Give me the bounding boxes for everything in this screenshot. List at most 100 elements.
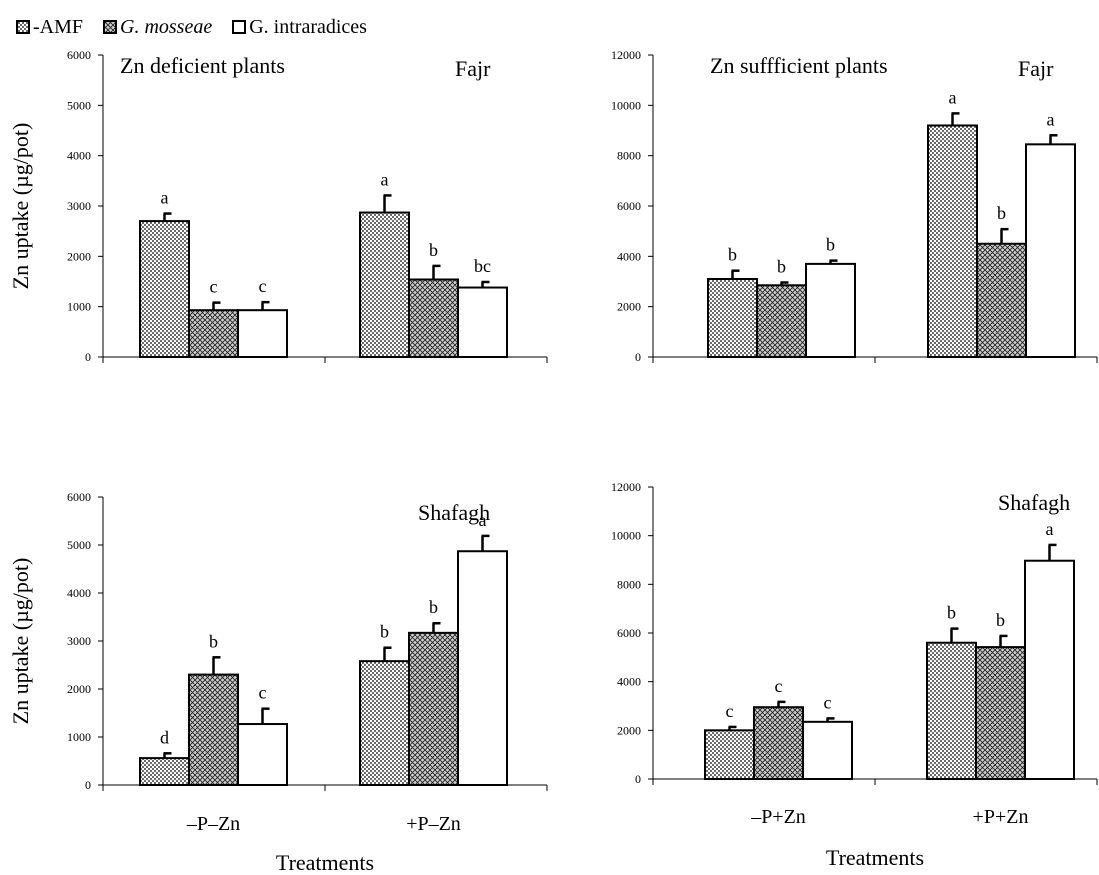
bar: [926, 641, 977, 780]
bar: [237, 723, 288, 786]
bar: [188, 673, 239, 786]
y-tick-label: 0: [85, 778, 91, 792]
significance-letter: b: [429, 597, 438, 617]
y-tick-label: 5000: [67, 98, 91, 112]
significance-letter: c: [210, 277, 218, 297]
significance-letter: b: [728, 245, 737, 265]
y-tick-label: 5000: [67, 538, 91, 552]
bar: [139, 220, 190, 358]
y-tick-label: 0: [635, 772, 641, 786]
bar: [1025, 143, 1076, 358]
significance-letter: b: [997, 203, 1006, 223]
significance-letter: a: [1046, 519, 1054, 539]
category-label: +P–Zn: [406, 813, 461, 835]
significance-letter: a: [161, 188, 169, 208]
legend-label: -AMF: [33, 15, 84, 38]
y-axis-title: Zn uptake (µg/pot): [8, 558, 33, 725]
legend-label: G. mosseae: [120, 15, 213, 38]
bar: [188, 309, 239, 359]
bar: [1024, 559, 1075, 780]
y-axis-title: Zn uptake (µg/pot): [8, 123, 33, 290]
y-tick-label: 6000: [617, 626, 641, 640]
cultivar-label: Fajr: [1018, 56, 1054, 81]
significance-letter: b: [826, 235, 835, 255]
significance-letter: a: [381, 169, 389, 189]
bar: [359, 211, 410, 358]
cultivar-label: Shafagh: [418, 500, 490, 525]
legend-swatch: [103, 20, 118, 34]
y-tick-label: 3000: [67, 634, 91, 648]
y-tick-label: 6000: [617, 199, 641, 213]
y-tick-label: 4000: [617, 675, 641, 689]
x-axis-title: Treatments: [826, 845, 924, 870]
y-tick-label: 0: [635, 350, 641, 364]
chart-panel: 0 2000 4000 6000 8000 10000 12000 b a b b b a Zn suff…: [611, 48, 1098, 364]
bar: [457, 550, 508, 786]
category-label: –P+Zn: [750, 806, 806, 828]
y-tick-label: 6000: [67, 48, 91, 62]
bar: [756, 284, 807, 358]
y-tick-label: 3000: [67, 199, 91, 213]
x-axis-title: Treatments: [276, 850, 374, 875]
bar: [408, 278, 459, 358]
cultivar-label: Fajr: [455, 56, 491, 81]
chart-panel: 0 2000 4000 6000 8000 10000 12000 c b c b c a Shafagh…: [611, 480, 1098, 870]
legend-item: G. mosseae: [103, 16, 212, 39]
y-tick-label: 0: [85, 350, 91, 364]
legend-label: G. intraradices: [249, 15, 367, 38]
bar: [237, 309, 288, 359]
bar: [975, 646, 1026, 781]
bar: [753, 706, 804, 781]
y-tick-label: 10000: [611, 529, 641, 543]
significance-letter: c: [824, 692, 832, 712]
significance-letter: d: [160, 727, 169, 747]
legend-item: G. intraradices: [232, 16, 367, 39]
y-tick-label: 4000: [67, 586, 91, 600]
bar: [139, 757, 190, 786]
legend-swatch: [16, 20, 30, 34]
significance-letter: b: [947, 603, 956, 623]
y-tick-label: 6000: [67, 490, 91, 504]
significance-letter: a: [949, 87, 957, 107]
bar: [805, 262, 856, 358]
significance-letter: b: [429, 240, 438, 260]
significance-letter: c: [775, 676, 783, 696]
y-tick-label: 8000: [617, 577, 641, 591]
significance-letter: b: [209, 631, 218, 651]
y-tick-label: 4000: [67, 149, 91, 163]
category-label: +P+Zn: [973, 806, 1029, 828]
significance-letter: c: [259, 276, 267, 296]
bar: [408, 631, 459, 787]
bar: [707, 277, 758, 359]
significance-letter: bc: [474, 256, 491, 276]
panel-title: Zn suffficient plants: [710, 53, 888, 78]
category-label: –P–Zn: [186, 813, 240, 835]
y-tick-label: 2000: [617, 300, 641, 314]
bar: [976, 242, 1027, 358]
y-tick-label: 1000: [67, 730, 91, 744]
y-tick-label: 8000: [617, 149, 641, 163]
legend-swatch: [232, 20, 247, 34]
y-tick-label: 1000: [67, 300, 91, 314]
bar: [359, 660, 410, 786]
y-tick-label: 2000: [67, 682, 91, 696]
significance-letter: b: [996, 610, 1005, 630]
y-tick-label: 10000: [611, 98, 641, 112]
bar: [704, 729, 755, 780]
y-tick-label: 12000: [611, 48, 641, 62]
significance-letter: c: [259, 683, 267, 703]
y-tick-label: 2000: [67, 249, 91, 263]
significance-letter: b: [777, 257, 786, 277]
bar: [927, 124, 978, 359]
significance-letter: b: [380, 622, 389, 642]
significance-letter: a: [479, 510, 487, 530]
cultivar-label: Shafagh: [998, 490, 1070, 515]
bar: [457, 286, 508, 359]
y-tick-label: 2000: [617, 723, 641, 737]
bar: [802, 720, 853, 780]
panel-title: Zn deficient plants: [120, 53, 285, 78]
significance-letter: c: [726, 701, 734, 721]
